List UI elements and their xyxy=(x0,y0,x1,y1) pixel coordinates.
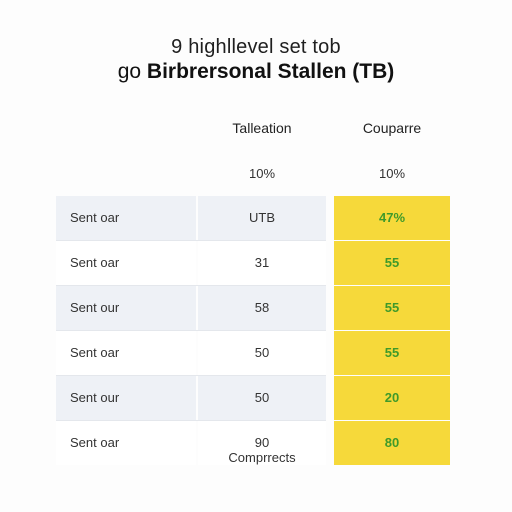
data-table: Sent oar UTB 47% Sent oar 31 55 Sent our… xyxy=(56,196,450,466)
page-title-line-1: 9 highllevel set tob xyxy=(171,36,341,58)
table-row: Sent oar 50 55 xyxy=(56,331,450,376)
row-label: Sent our xyxy=(56,376,196,420)
row-highlight-value: 20 xyxy=(334,376,450,420)
table-row: Sent our 50 20 xyxy=(56,376,450,421)
column-percent-couparre: 10% xyxy=(378,166,406,181)
row-highlight-value: 47% xyxy=(334,196,450,240)
row-divider xyxy=(56,420,326,421)
row-highlight-value: 55 xyxy=(334,331,450,375)
footer-label: Comprrects xyxy=(228,450,296,465)
row-divider xyxy=(56,285,326,286)
table-row: Sent oar 90 80 xyxy=(56,421,450,465)
row-value: 90 xyxy=(198,421,326,465)
row-label: Sent oar xyxy=(56,196,196,240)
row-value: 31 xyxy=(198,241,326,285)
row-value: 50 xyxy=(198,331,326,375)
column-header-talleation: Talleation xyxy=(232,120,292,136)
row-label: Sent our xyxy=(56,286,196,330)
row-value: 50 xyxy=(198,376,326,420)
row-divider xyxy=(56,375,326,376)
row-label: Sent oar xyxy=(56,421,196,465)
row-divider xyxy=(56,240,326,241)
column-percent-talleation: 10% xyxy=(248,166,276,181)
page-title-line-2: go Birbrersonal Stallen (TB) xyxy=(0,60,512,84)
page-title-prefix: go xyxy=(117,60,147,83)
row-value: UTB xyxy=(198,196,326,240)
table-row: Sent oar 31 55 xyxy=(56,241,450,286)
table-row: Sent our 58 55 xyxy=(56,286,450,331)
row-highlight-value: 55 xyxy=(334,241,450,285)
row-divider xyxy=(56,330,326,331)
row-label: Sent oar xyxy=(56,241,196,285)
row-value: 58 xyxy=(198,286,326,330)
column-header-couparre: Couparre xyxy=(362,120,422,136)
row-label: Sent oar xyxy=(56,331,196,375)
page-title-main: Birbrersonal Stallen (TB) xyxy=(146,60,395,83)
row-highlight-value: 55 xyxy=(334,286,450,330)
table-row: Sent oar UTB 47% xyxy=(56,196,450,241)
row-highlight-value: 80 xyxy=(334,421,450,465)
